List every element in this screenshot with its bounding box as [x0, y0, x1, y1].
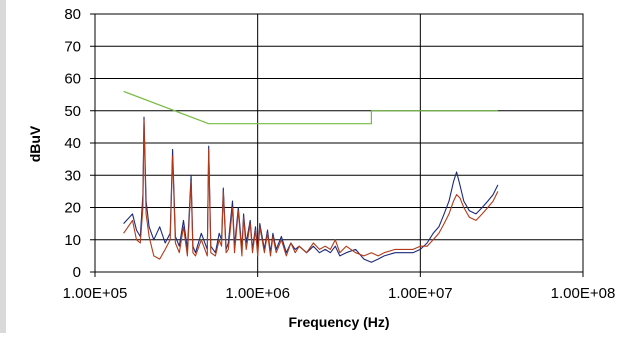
y-tick-label: 50	[64, 103, 81, 120]
measurement-red-line	[123, 119, 499, 260]
y-axis-title: dBuV	[27, 125, 43, 162]
y-tick-label: 30	[64, 167, 81, 184]
tick-labels: 0 10 20 30 40 50 60 70 80 1.00E+05 1.00E+06 1.00E+0…	[63, 6, 616, 302]
y-tick-label: 60	[64, 71, 81, 88]
plot-area-border	[94, 13, 584, 273]
y-tick-label: 0	[73, 264, 81, 281]
limit-line	[123, 90, 498, 125]
left-edge-border	[0, 0, 6, 333]
y-tick-label: 10	[64, 232, 81, 249]
y-tick-label: 20	[64, 200, 81, 217]
grid	[95, 13, 583, 272]
axes	[90, 13, 584, 277]
y-tick-label: 40	[64, 135, 81, 152]
x-tick-label: 1.00E+05	[63, 285, 128, 302]
x-tick-label: 1.00E+07	[388, 285, 453, 302]
x-axis-title: Frequency (Hz)	[288, 314, 389, 330]
y-tick-label: 80	[64, 6, 81, 23]
x-tick-label: 1.00E+08	[551, 285, 616, 302]
series-group	[123, 90, 499, 263]
y-tick-label: 70	[64, 38, 81, 55]
x-tick-label: 1.00E+06	[225, 285, 290, 302]
